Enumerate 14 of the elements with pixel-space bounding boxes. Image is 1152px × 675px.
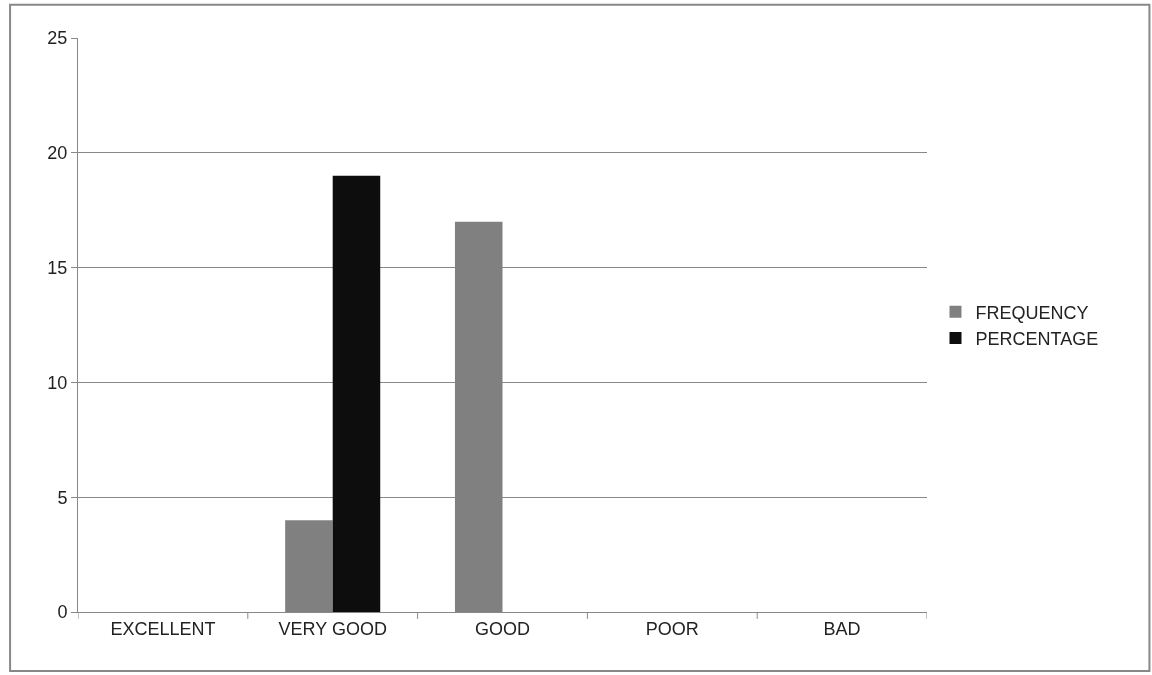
y-tick-label: 25	[47, 28, 68, 49]
y-tick-label: 0	[57, 602, 68, 623]
bar	[332, 175, 381, 612]
legend-label: FREQUENCY	[975, 302, 1089, 323]
y-tick-label: 10	[47, 372, 68, 393]
x-tick-label: GOOD	[474, 618, 531, 639]
y-tick-label: 5	[57, 487, 68, 508]
x-tick-label: EXCELLENT	[110, 618, 216, 639]
x-tick-label: POOR	[645, 618, 699, 639]
y-tick-label: 15	[47, 257, 68, 278]
x-tick-label: VERY GOOD	[278, 618, 387, 639]
legend-label: PERCENTAGE	[975, 329, 1099, 350]
y-tick-label: 20	[47, 143, 68, 164]
x-tick-label: BAD	[823, 618, 861, 639]
